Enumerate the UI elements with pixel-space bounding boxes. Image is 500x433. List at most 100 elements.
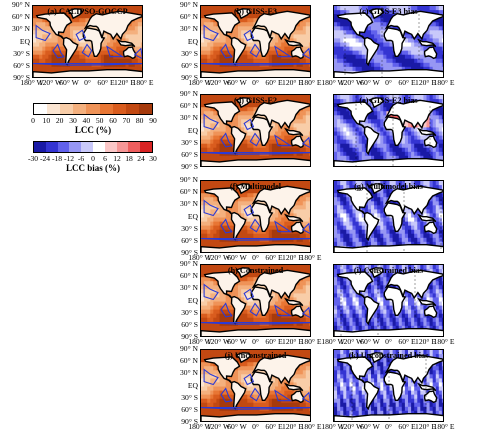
- lat-label: 60° N: [179, 101, 198, 111]
- coastline-7: [334, 69, 443, 77]
- colorbar-tick: -24: [39, 154, 51, 163]
- lon-label: 120° W: [206, 78, 231, 87]
- coastline-2: [368, 8, 385, 20]
- lon-label: 60° E: [398, 422, 416, 431]
- map-h: (h) Constrained: [200, 264, 311, 337]
- lon-label: 60° W: [227, 78, 247, 87]
- coastline-6: [417, 213, 437, 223]
- map-e: (e) GISS-E2 bias: [333, 94, 444, 167]
- colorbar-tick: 80: [135, 116, 144, 125]
- map-f: (f) Multimodel: [200, 180, 311, 253]
- coastline-2: [235, 352, 252, 364]
- colorbar-label-bias: LCC bias (%): [65, 163, 121, 173]
- lat-label: 30° N: [179, 368, 198, 378]
- lon-label: 60° E: [398, 78, 416, 87]
- panel-title-i: (i) Constrained bias: [353, 266, 424, 275]
- lat-label: 90° S: [181, 73, 198, 82]
- coastline-2: [368, 183, 385, 195]
- colorbar-tick: -12: [63, 154, 75, 163]
- coastline-4: [383, 116, 407, 146]
- lat-label: 60° N: [11, 12, 30, 22]
- lat-label: 30° N: [179, 199, 198, 209]
- coastline-4: [383, 371, 407, 401]
- lon-label: 180° E: [300, 422, 322, 431]
- panel-title-h: (h) Constrained: [227, 266, 284, 275]
- coastline-0: [336, 356, 374, 384]
- coastline-3: [384, 99, 443, 130]
- lat-label: 60° S: [181, 235, 198, 245]
- lon-label: 180° E: [433, 78, 455, 87]
- lon-label: 180° W: [321, 422, 345, 431]
- colorbar-tick: 0: [91, 154, 95, 163]
- colorbar-bias: [33, 141, 153, 153]
- lat-label: EQ: [19, 36, 30, 46]
- panel-title-a: (a) CALIPSO-GOCCP: [47, 7, 128, 16]
- lon-label: 180° W: [188, 337, 212, 346]
- coastline-6: [417, 297, 437, 307]
- lat-label: 60° S: [181, 319, 198, 329]
- coastline-7: [334, 328, 443, 336]
- coastline-0: [203, 271, 241, 299]
- coastline-3: [251, 354, 310, 385]
- coastline-6: [284, 297, 304, 307]
- coastline-3: [384, 10, 443, 41]
- coastline-5: [290, 46, 305, 60]
- coastline-5: [290, 135, 305, 149]
- coastline-1: [363, 125, 380, 156]
- map-d: (d) GISS-E2: [200, 94, 311, 167]
- coastline-3: [251, 10, 310, 41]
- map-field-j: [201, 350, 310, 421]
- lat-label: EQ: [187, 125, 198, 135]
- coastline-0: [336, 187, 374, 215]
- lat-label: 30° N: [179, 24, 198, 34]
- colorbar-tick: 24: [137, 154, 145, 163]
- map-field-h: [201, 265, 310, 336]
- lon-label: 180° E: [433, 337, 455, 346]
- panel-title-g: (g) Multimodel bias: [354, 182, 423, 191]
- coastline-2: [235, 267, 252, 279]
- coastline-1: [363, 211, 380, 242]
- map-a: (a) CALIPSO-GOCCP: [32, 5, 143, 78]
- lon-label: 120° E: [415, 78, 436, 87]
- map-j: (j) Unconstrained: [200, 349, 311, 422]
- coastline-5: [290, 390, 305, 404]
- lat-label: 90° S: [13, 73, 30, 82]
- map-field-f: [201, 181, 310, 252]
- lon-label: 120° W: [206, 337, 231, 346]
- coastline-5: [423, 305, 438, 319]
- lon-label: 180° E: [300, 337, 322, 346]
- coastline-0: [203, 101, 241, 129]
- lon-label: 0°: [84, 78, 91, 87]
- map-field-g: [334, 181, 443, 252]
- coastline-0: [336, 12, 374, 40]
- map-field-c: [334, 6, 443, 77]
- lat-label: 90° N: [179, 344, 198, 353]
- lat-label: 90° S: [181, 332, 198, 341]
- coastline-0: [203, 187, 241, 215]
- lat-label: 90° S: [181, 248, 198, 257]
- coastline-0: [336, 101, 374, 129]
- coastline-3: [384, 185, 443, 216]
- lon-label: 120° W: [38, 78, 63, 87]
- coastline-7: [33, 69, 142, 77]
- lon-label: 120° E: [282, 253, 303, 262]
- colorbar-tick: 60: [109, 116, 117, 125]
- lon-label: 0°: [385, 337, 392, 346]
- lon-label: 0°: [252, 337, 259, 346]
- coastline-7: [201, 158, 310, 166]
- coastline-7: [201, 244, 310, 252]
- lon-label: 0°: [252, 422, 259, 431]
- coastline-0: [35, 12, 73, 40]
- map-field-i: [334, 265, 443, 336]
- coastline-4: [383, 27, 407, 57]
- lat-label: 30° N: [11, 24, 30, 34]
- lon-label: 180° W: [20, 78, 44, 87]
- colorbar-tick: 6: [103, 154, 107, 163]
- colorbar-tick: 40: [82, 116, 91, 125]
- lat-label: 60° N: [179, 12, 198, 22]
- coastline-7: [201, 413, 310, 421]
- lat-label: 90° N: [11, 0, 30, 9]
- lon-label: 180° W: [321, 78, 345, 87]
- lat-label: 30° S: [181, 137, 198, 147]
- colorbar-tick: 20: [55, 116, 64, 125]
